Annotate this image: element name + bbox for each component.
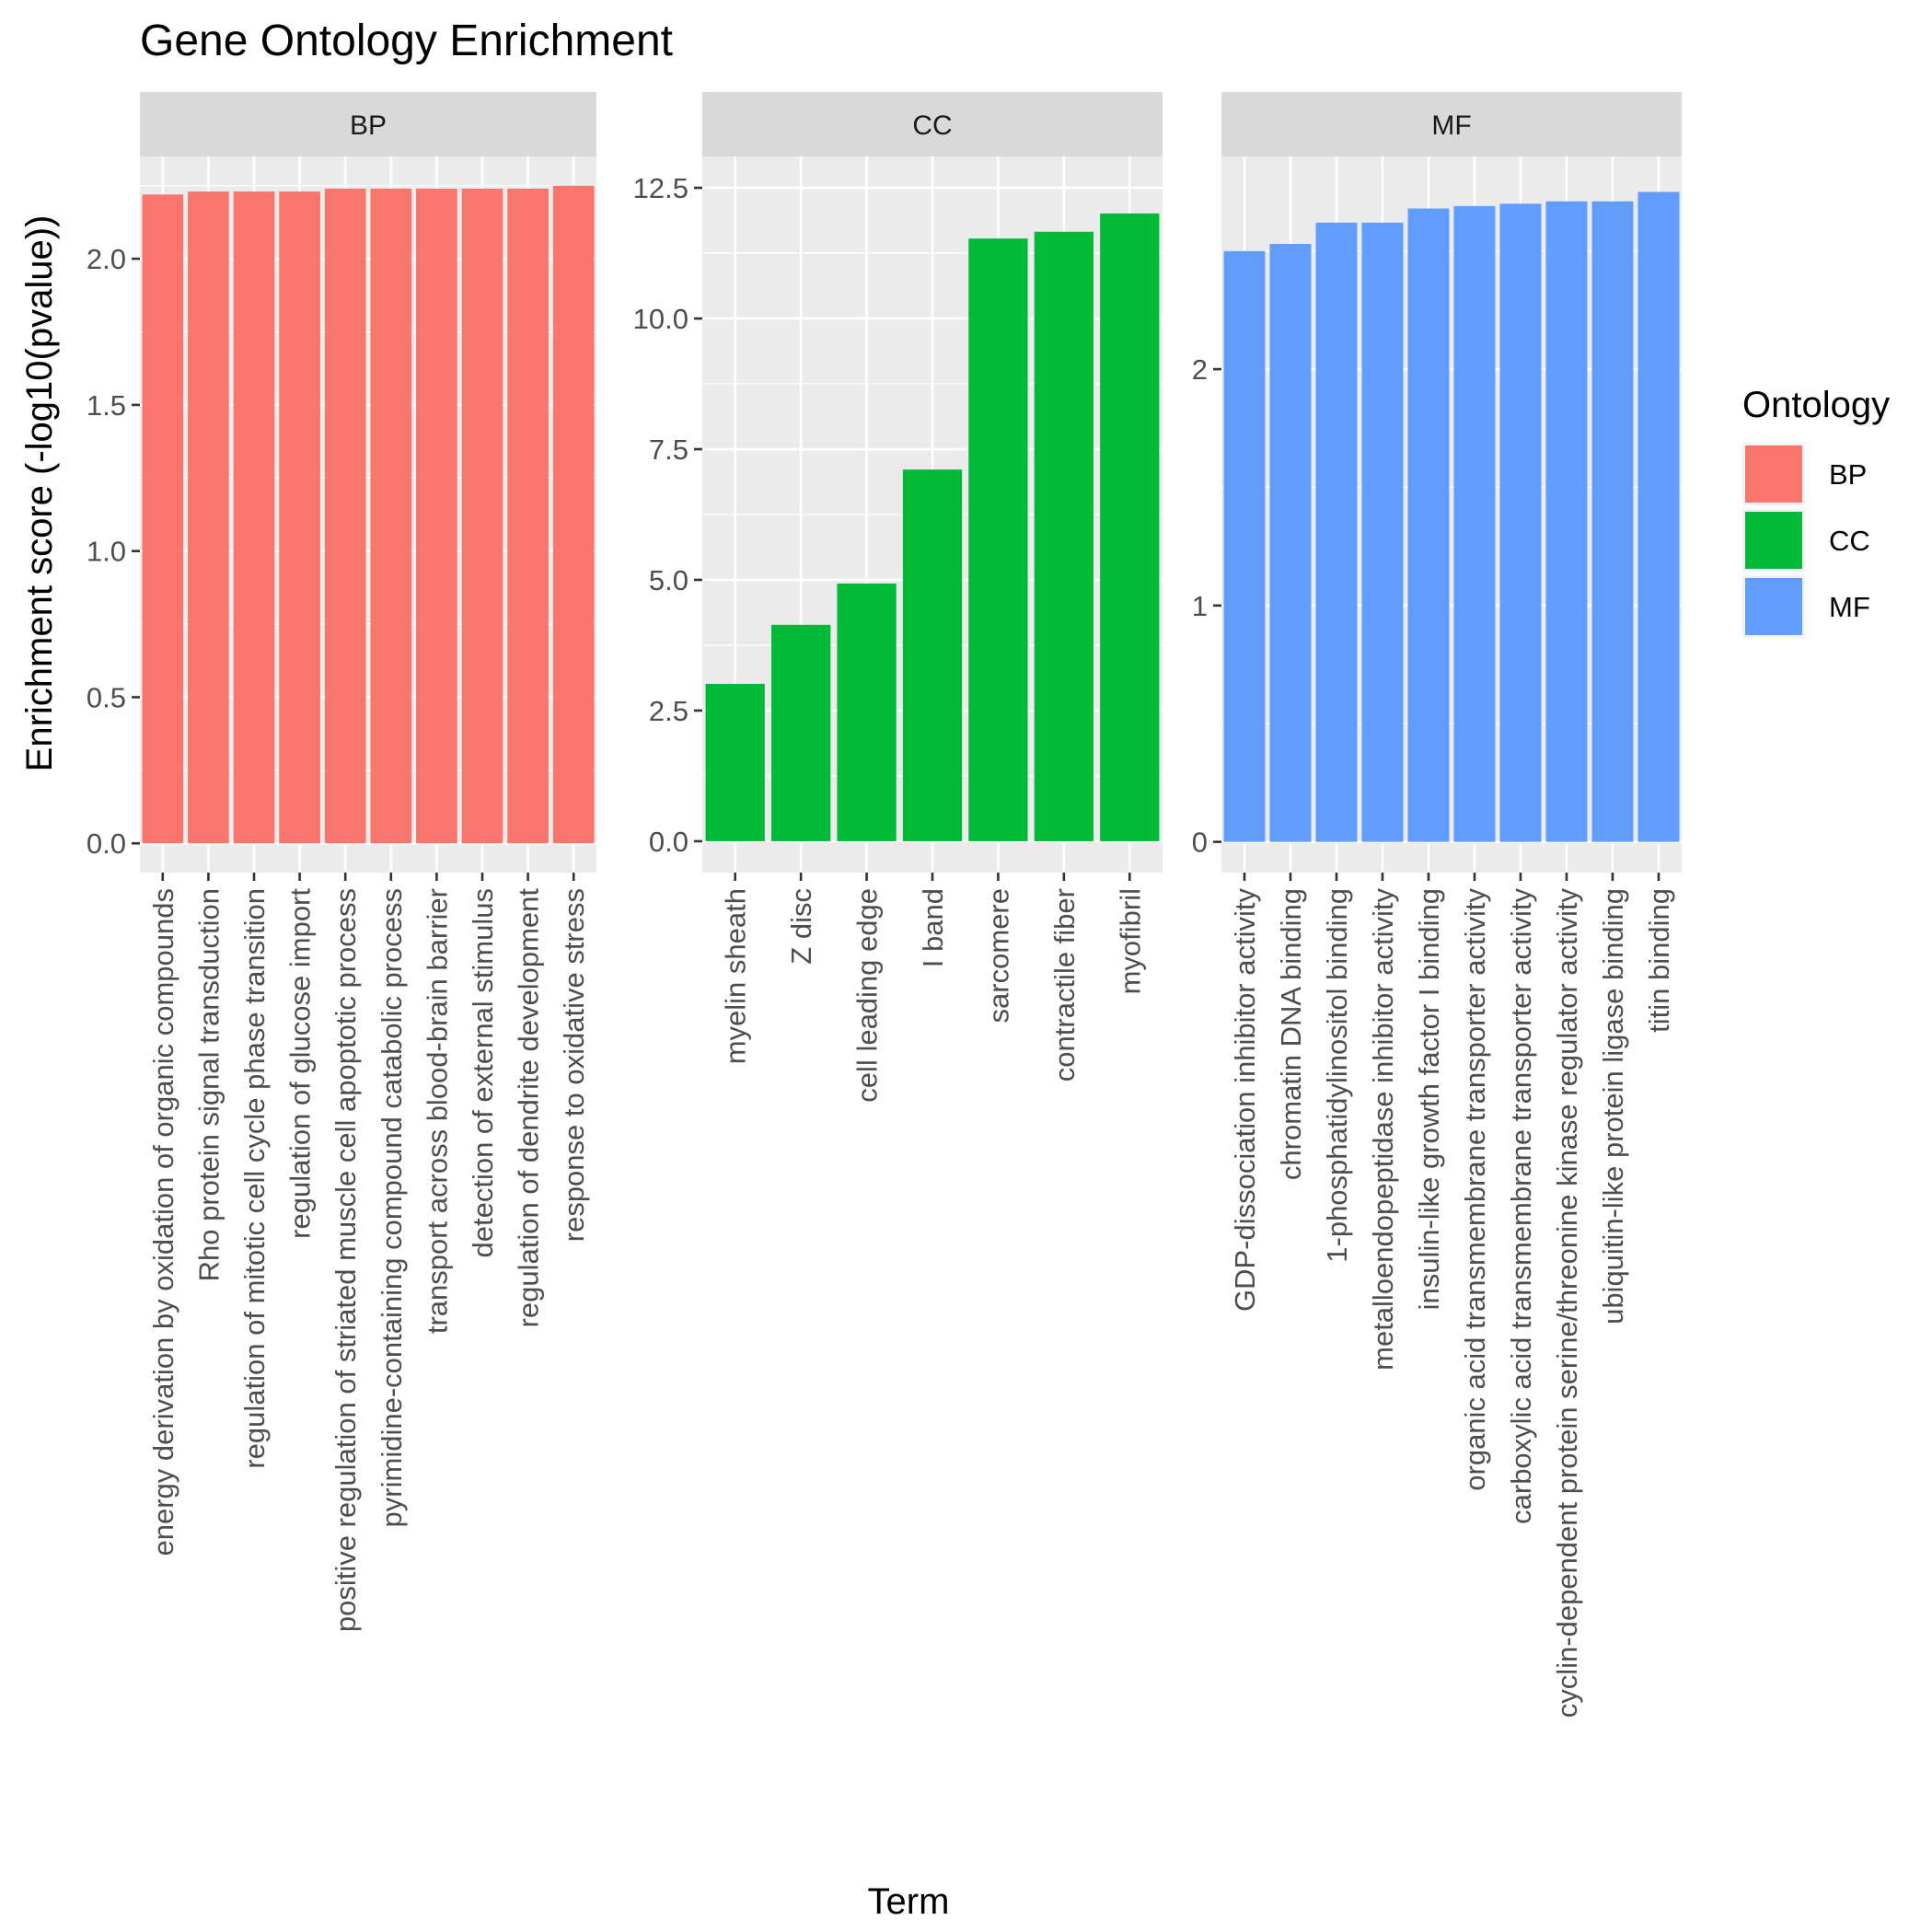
y-tick-label: 7.5 [649,434,688,466]
x-tick-label: energy derivation by oxidation of organi… [147,888,179,1556]
x-tick-label: regulation of dendrite development [513,888,545,1328]
bar-bp-10 [552,185,595,844]
legend-title: Ontology [1742,385,1890,425]
facet-panels: BP 0.0 0.5 1.0 1.5 2.0 energy derivation by ox… [87,92,1682,1718]
y-tick-label: 2.5 [649,695,688,727]
x-tick-label: metalloendopeptidase inhibitor activity [1367,888,1399,1371]
y-tick-label: 1.5 [87,389,126,422]
bar-bp-8 [461,188,503,844]
legend-label: BP [1829,458,1867,491]
x-tick-label: regulation of mitotic cell cycle phase t… [238,888,271,1469]
bar-bp-1 [142,194,184,844]
x-tick-label: detection of external stimulus [467,888,499,1258]
bar-mf-4 [1361,222,1404,842]
x-tick-label: I band [917,888,949,967]
bar-mf-1 [1223,250,1266,842]
x-tick-label: myelin sheath [720,888,752,1064]
facet-bp: BP 0.0 0.5 1.0 1.5 2.0 energy derivation by ox… [87,92,596,1632]
x-tick-label: response to oxidative stress [558,888,590,1242]
bar-bp-5 [324,188,366,844]
x-tick-label: insulin-like growth factor I binding [1413,888,1445,1310]
facet-strip-label: BP [350,110,387,141]
legend-key-cc [1745,512,1802,569]
bar-cc-3 [837,583,897,841]
x-tick-label: Rho protein signal transduction [192,888,225,1281]
y-tick-label: 0 [1192,827,1208,859]
legend-key-bp [1745,445,1802,503]
x-tick-label: regulation of glucose import [284,888,317,1239]
x-tick-label: organic acid transmembrane transporter a… [1459,888,1491,1491]
bar-bp-7 [416,188,457,844]
legend-key-mf [1745,578,1802,635]
x-tick-label: cyclin-dependent protein serine/threonin… [1551,888,1583,1718]
facet-strip [1221,92,1682,156]
bar-mf-2 [1269,244,1312,842]
x-tick-label: cell leading edge [851,888,884,1103]
x-tick-label: chromatin DNA binding [1275,888,1307,1180]
legend: Ontology BP CC MF [1742,385,1890,638]
y-tick-label: 1 [1192,590,1208,622]
bar-mf-10 [1637,191,1680,842]
bar-mf-3 [1315,222,1358,842]
y-tick-label: 0.0 [87,827,126,860]
x-tick-label: transport across blood-brain barrier [421,888,453,1334]
bar-cc-4 [902,469,963,841]
y-tick-label: 2.0 [87,243,126,275]
bar-cc-6 [1034,231,1093,841]
bar-cc-7 [1100,213,1160,841]
bar-mf-9 [1591,201,1634,842]
y-tick-label: 10.0 [633,303,688,335]
bar-cc-1 [705,683,765,841]
y-tick-label: 2 [1192,353,1208,386]
facet-cc: CC 0.0 2.5 5.0 7.5 10.0 12.5 myelin sheath Z dis… [633,92,1163,1103]
bar-bp-3 [233,191,275,844]
bar-cc-2 [771,624,831,841]
bar-cc-5 [968,238,1028,841]
bar-bp-9 [507,188,549,844]
x-tick-label: titin binding [1643,888,1675,1033]
bar-mf-7 [1499,203,1542,842]
bar-bp-2 [188,191,229,844]
y-tick-label: 5.0 [649,564,688,596]
facet-strip-label: MF [1431,110,1471,141]
x-tick-label: contractile fiber [1048,888,1081,1082]
y-tick-label: 12.5 [633,172,688,204]
bar-bp-4 [279,191,320,844]
y-tick-label: 0.5 [87,681,126,713]
x-tick-label: Z disc [785,888,817,965]
facet-strip-label: CC [912,110,952,141]
legend-keys: BP CC MF [1742,443,1870,638]
x-tick-label: 1-phosphatidylinositol binding [1321,888,1353,1263]
facet-strip [702,92,1163,156]
x-axis-title: Term [868,1881,950,1922]
chart-title: Gene Ontology Enrichment [140,17,673,65]
y-tick-label: 0.0 [649,826,688,858]
x-tick-label: GDP-dissociation inhibitor activity [1229,888,1261,1313]
facet-mf: MF 0 1 2 GDP-dissociation inhibitor activity… [1192,92,1682,1718]
x-tick-label: sarcomere [982,888,1014,1023]
bar-mf-8 [1545,201,1588,842]
legend-label: CC [1829,525,1870,557]
facet-strip [140,92,596,156]
x-tick-label: pyrimidine-containing compound catabolic… [376,888,408,1527]
x-tick-label: myofibril [1114,888,1146,994]
x-tick-label: positive regulation of striated muscle c… [330,888,362,1632]
x-tick-label: carboxylic acid transmembrane transporte… [1505,888,1537,1524]
bar-mf-6 [1453,205,1496,842]
bar-bp-6 [370,188,412,844]
x-tick-label: ubiquitin-like protein ligase binding [1597,888,1629,1325]
bar-mf-5 [1407,208,1450,842]
legend-label: MF [1829,591,1870,623]
y-tick-label: 1.0 [87,536,126,568]
y-axis-title: Enrichment score (-log10(pvalue)) [19,215,60,772]
